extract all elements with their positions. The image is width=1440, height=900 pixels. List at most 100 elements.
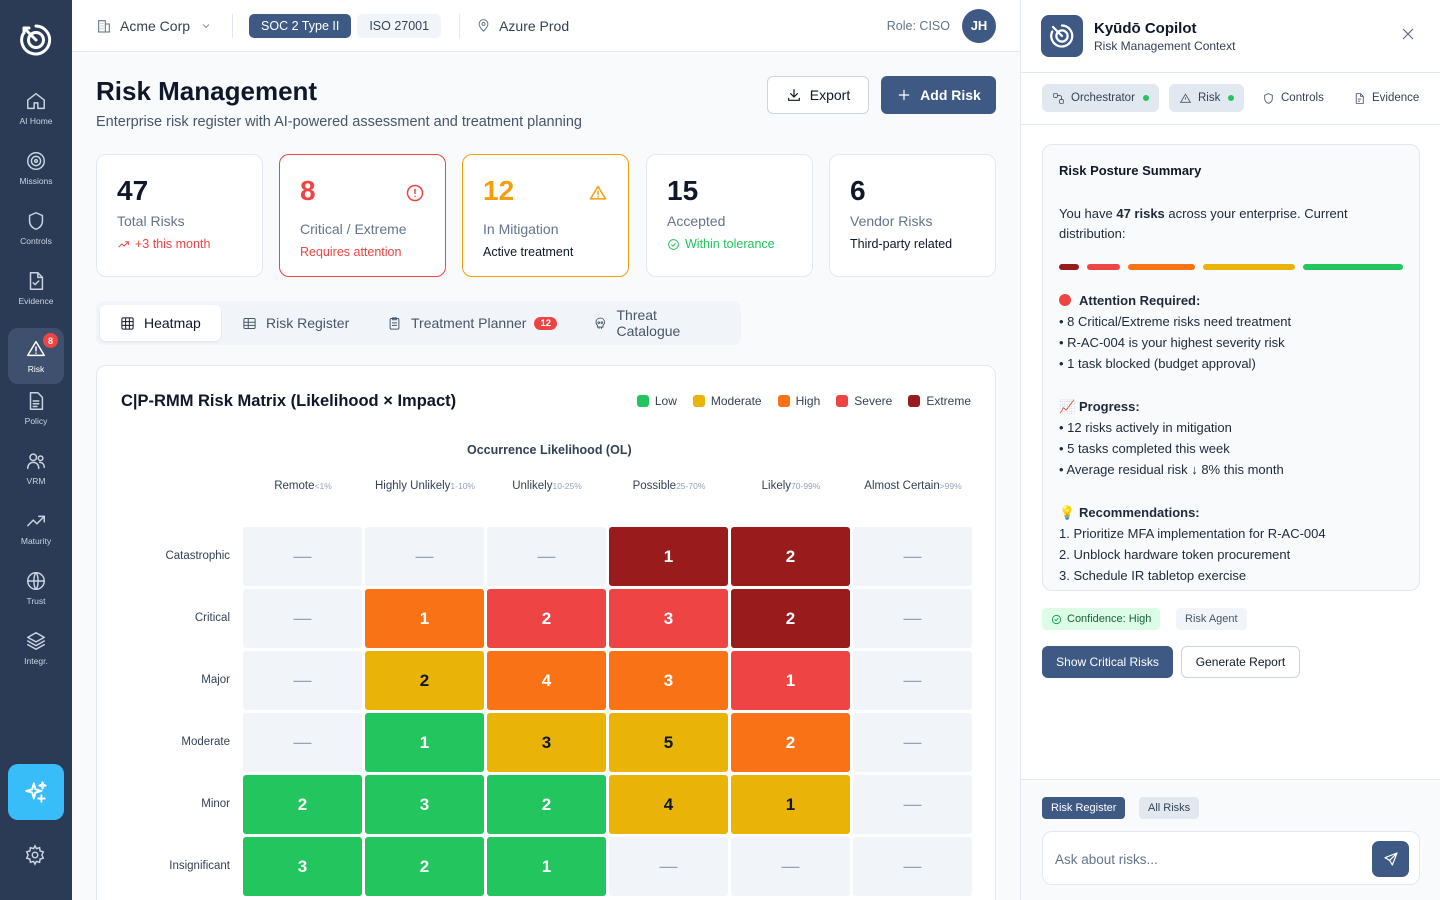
agent-tab-orchestrator[interactable]: Orchestrator [1042,84,1159,112]
agent-tab-risk[interactable]: Risk [1169,84,1245,112]
matrix-cell[interactable]: 3 [609,589,728,648]
tab-threat-catalogue[interactable]: Threat Catalogue [573,305,741,341]
matrix-cell[interactable]: 3 [609,651,728,710]
matrix-cell[interactable]: 1 [731,775,850,834]
agent-tab-evidence[interactable]: Evidence [1343,84,1429,112]
stat-note-text: Within tolerance [685,237,775,251]
recommendation-line: 2. Unblock hardware token procurement [1059,547,1291,562]
show-critical-risks-button[interactable]: Show Critical Risks [1042,646,1173,678]
add-risk-button[interactable]: Add Risk [881,76,996,114]
divider [1021,72,1440,73]
stat-note: Active treatment [483,245,574,259]
chat-input[interactable] [1055,844,1355,874]
tab-treatment-planner[interactable]: Treatment Planner 12 [367,305,577,341]
matrix-cell[interactable]: 1 [487,837,606,896]
matrix-cell[interactable]: 2 [365,837,484,896]
stat-label: Accepted [667,213,726,229]
stat-card-vendor[interactable]: 6 Vendor Risks Third-party related [829,154,996,277]
stat-card-accepted[interactable]: 15 Accepted Within tolerance [646,154,813,277]
matrix-cell[interactable]: 1 [731,651,850,710]
matrix-cell: — [853,775,972,834]
matrix-cell[interactable]: 3 [365,775,484,834]
close-copilot-button[interactable] [1400,26,1416,42]
matrix-cell: — [609,837,728,896]
nav-trust[interactable]: Trust [8,560,64,616]
column-label: Highly Unlikely [375,480,451,492]
matrix-cell[interactable]: 3 [487,713,606,772]
send-icon [1383,852,1398,866]
dist-segment-extreme [1059,264,1079,270]
stat-card-critical[interactable]: 8 Critical / Extreme Requires attention [279,154,446,277]
avatar[interactable]: JH [962,8,996,43]
matrix-cell[interactable]: 2 [365,651,484,710]
matrix-cell[interactable]: 1 [365,713,484,772]
nav-missions[interactable]: Missions [8,140,64,196]
tab-label: Treatment Planner [411,315,527,331]
matrix-cell[interactable]: 1 [609,527,728,586]
copilot-toggle-button[interactable] [8,764,64,820]
matrix-cell[interactable]: 2 [487,589,606,648]
send-button[interactable] [1372,841,1409,877]
matrix-cell[interactable]: 2 [243,775,362,834]
nav-maturity[interactable]: Maturity [8,500,64,556]
nav-ai-home[interactable]: AI Home [8,80,64,136]
matrix-cell: — [853,651,972,710]
matrix-cell[interactable]: 4 [609,775,728,834]
building-icon [98,19,110,33]
tab-heatmap[interactable]: Heatmap [100,305,221,341]
legend-item-high: High [777,394,820,408]
matrix-cell[interactable]: 3 [243,837,362,896]
risk-posture-summary: Risk Posture Summary You have 47 risks a… [1042,144,1420,591]
stat-note: Third-party related [850,237,953,251]
risk-count-badge: 8 [43,333,58,348]
agent-tab-label: Risk [1198,92,1221,104]
tab-risk-register[interactable]: Risk Register [222,305,369,341]
matrix-cell[interactable]: 2 [731,527,850,586]
kyudo-logo[interactable] [16,20,56,60]
settings-button[interactable] [24,844,48,868]
legend-swatch [692,395,705,407]
stat-value: 47 [117,175,149,206]
nav-label: Integr. [24,656,48,666]
matrix-cell: — [243,589,362,648]
legend-label: Severe [854,394,893,408]
legend-label: Moderate [710,394,762,408]
stat-note: Within tolerance [667,237,792,251]
nav-policy[interactable]: Policy [8,380,64,436]
export-button[interactable]: Export [767,76,869,114]
attention-line: • R-AC-004 is your highest severity risk [1059,335,1285,350]
progress-line: • Average residual risk ↓ 8% this month [1059,462,1284,477]
nav-evidence[interactable]: Evidence [8,260,64,316]
stat-card-total[interactable]: 47 Total Risks +3 this month [96,154,263,277]
matrix-cell[interactable]: 2 [731,713,850,772]
generate-report-button[interactable]: Generate Report [1181,646,1300,678]
scope-all-risks[interactable]: All Risks [1139,797,1200,819]
tab-label: Heatmap [144,315,201,331]
nav-controls[interactable]: Controls [8,200,64,256]
column-range: <1% [314,481,332,491]
stat-label: Vendor Risks [850,213,933,229]
framework-soc2[interactable]: SOC 2 Type II [249,13,352,38]
progress-line: • 5 tasks completed this week [1059,441,1230,456]
nav-vrm[interactable]: VRM [8,440,64,496]
nav-integrations[interactable]: Integr. [8,620,64,676]
matrix-cell[interactable]: 1 [365,589,484,648]
org-selector[interactable]: Acme Corp [96,18,212,34]
matrix-cell[interactable]: 2 [487,775,606,834]
scope-risk-register[interactable]: Risk Register [1042,797,1126,819]
legend-label: Extreme [926,394,971,408]
warning-icon [27,340,45,357]
framework-iso27001[interactable]: ISO 27001 [357,13,442,38]
treatment-count-badge: 12 [534,316,558,330]
column-range: 10-25% [552,481,582,491]
matrix-cell[interactable]: 4 [487,651,606,710]
matrix-cell[interactable]: 2 [731,589,850,648]
agent-tab-controls[interactable]: Controls [1252,84,1334,112]
risk-matrix-panel: C|P-RMM Risk Matrix (Likelihood × Impact… [96,365,996,900]
matrix-cell[interactable]: 5 [609,713,728,772]
nav-risk[interactable]: Risk 8 [8,328,64,384]
divider [459,13,461,38]
column-range: 25-70% [676,481,706,491]
environment-selector[interactable]: Azure Prod [476,18,569,34]
stat-card-mitigation[interactable]: 12 In Mitigation Active treatment [462,154,629,277]
